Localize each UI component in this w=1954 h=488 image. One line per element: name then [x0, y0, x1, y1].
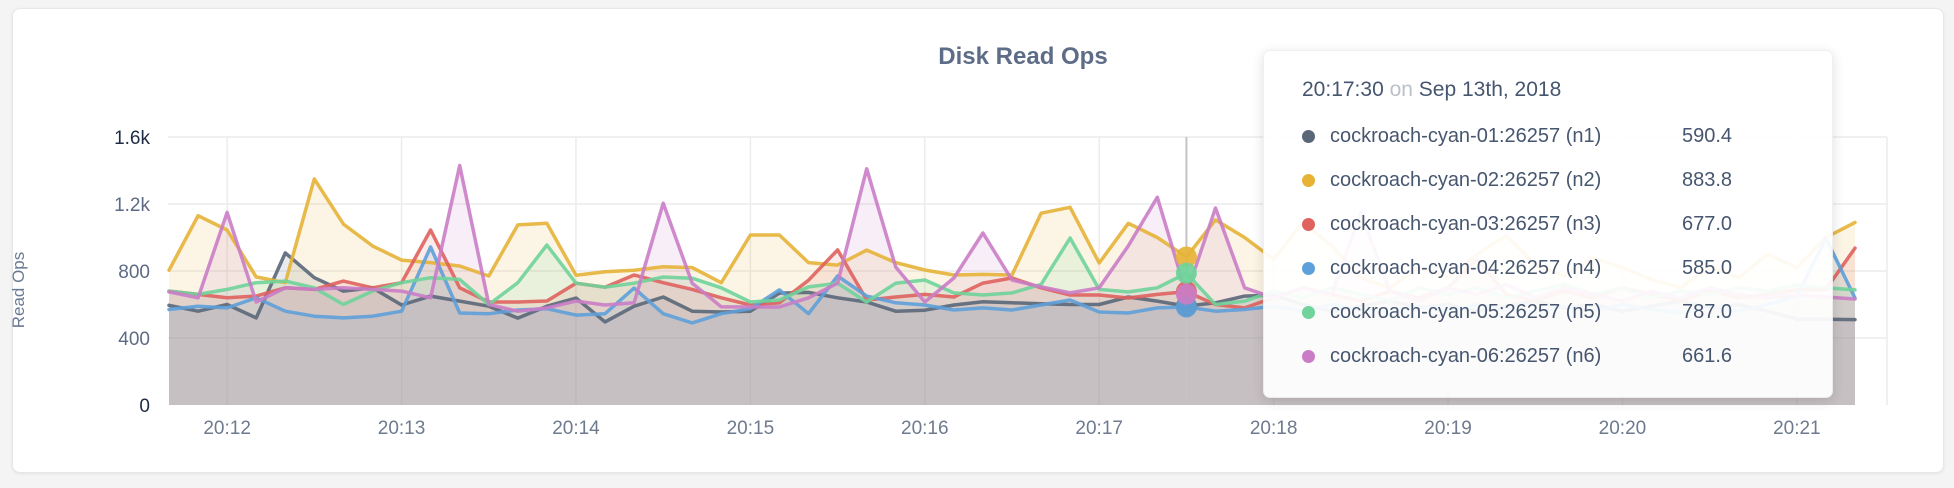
tooltip-series-label: cockroach-cyan-06:26257 (n6) [1330, 344, 1602, 367]
x-tick-label: 20:17 [1075, 418, 1123, 439]
x-tick-label: 20:20 [1599, 418, 1647, 439]
tooltip-date: Sep 13th, 2018 [1418, 78, 1562, 101]
tooltip-series-value: 585.0 [1682, 256, 1733, 279]
hover-point-n2 [1175, 246, 1197, 268]
x-tick-label: 20:16 [901, 418, 949, 439]
tooltip-header: 20:17:30 on Sep 13th, 2018 [1302, 78, 1832, 102]
tooltip-row: cockroach-cyan-06:26257 (n6) 661.6 [1302, 334, 1832, 378]
tooltip-series-value: 787.0 [1682, 300, 1733, 323]
tooltip-row: cockroach-cyan-01:26257 (n1) 590.4 [1302, 114, 1832, 158]
tooltip-series-label: cockroach-cyan-04:26257 (n4) [1330, 256, 1602, 279]
y-tick-label: 400 [118, 329, 150, 350]
x-tick-label: 20:12 [203, 418, 251, 439]
tooltip-row: cockroach-cyan-02:26257 (n2) 883.8 [1302, 158, 1832, 202]
y-tick-label: 800 [118, 262, 150, 283]
tooltip-row: cockroach-cyan-05:26257 (n5) 787.0 [1302, 290, 1832, 334]
series-color-dot [1302, 305, 1315, 319]
series-color-dot [1302, 217, 1315, 231]
x-tick-label: 20:13 [378, 418, 426, 439]
tooltip-time: 20:17:30 [1302, 78, 1384, 101]
tooltip-series-label: cockroach-cyan-01:26257 (n1) [1330, 124, 1602, 147]
tooltip-series-value: 883.8 [1682, 168, 1733, 191]
tooltip-row: cockroach-cyan-03:26257 (n3) 677.0 [1302, 202, 1832, 246]
chart-title: Disk Read Ops [938, 43, 1108, 70]
y-tick-label: 1.6k [114, 128, 150, 149]
tooltip-series-value: 661.6 [1682, 344, 1733, 367]
hover-point-n6 [1175, 283, 1197, 305]
y-tick-label: 0 [139, 396, 150, 417]
x-tick-label: 20:14 [552, 418, 600, 439]
series-color-dot [1302, 261, 1315, 275]
x-tick-label: 20:18 [1250, 418, 1298, 439]
tooltip-series-label: cockroach-cyan-02:26257 (n2) [1330, 168, 1602, 191]
hover-point-n5 [1175, 262, 1197, 284]
x-tick-label: 20:19 [1424, 418, 1472, 439]
tooltip-series-value: 677.0 [1682, 212, 1733, 235]
tooltip-series-value: 590.4 [1682, 124, 1733, 147]
y-tick-label: 1.2k [114, 195, 150, 216]
series-color-dot [1302, 129, 1315, 143]
tooltip-row: cockroach-cyan-04:26257 (n4) 585.0 [1302, 246, 1832, 290]
tooltip-series-label: cockroach-cyan-05:26257 (n5) [1330, 300, 1602, 323]
x-tick-label: 20:21 [1773, 418, 1821, 439]
series-color-dot [1302, 173, 1315, 187]
tooltip-series-label: cockroach-cyan-03:26257 (n3) [1330, 212, 1602, 235]
chart-tooltip: 20:17:30 on Sep 13th, 2018 cockroach-cya… [1263, 50, 1833, 398]
tooltip-on-word: on [1389, 78, 1413, 101]
x-tick-label: 20:15 [727, 418, 775, 439]
series-color-dot [1302, 349, 1315, 363]
